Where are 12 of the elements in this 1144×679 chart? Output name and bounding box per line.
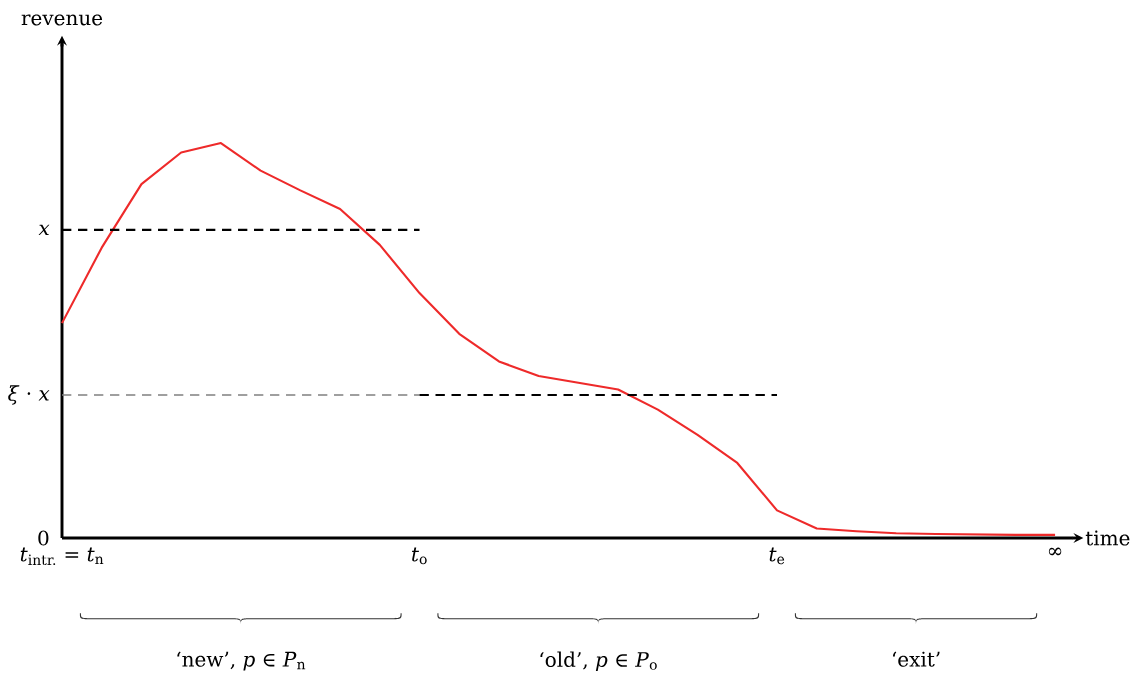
- x-tick-label: t$_{e}$: [769, 547, 785, 565]
- x-axis-title: time: [1085, 530, 1130, 546]
- series-label: x: [38, 224, 50, 236]
- text: ‘new’, p ∈ P$_{n}$: [177, 651, 306, 671]
- x-tick-label: t$_{intr.}$ = t$_{n}$: [20, 547, 104, 566]
- x-tick-label: t$_{o}$: [412, 547, 427, 565]
- text: ‘exit’: [892, 651, 940, 667]
- x-tick-label: ∞: [1048, 547, 1062, 556]
- text: 0: [38, 530, 49, 546]
- text: ‘old’, p ∈ P$_{o}$: [540, 651, 657, 671]
- text: revenue: [21, 14, 103, 26]
- series-label: ξ · x: [8, 385, 50, 405]
